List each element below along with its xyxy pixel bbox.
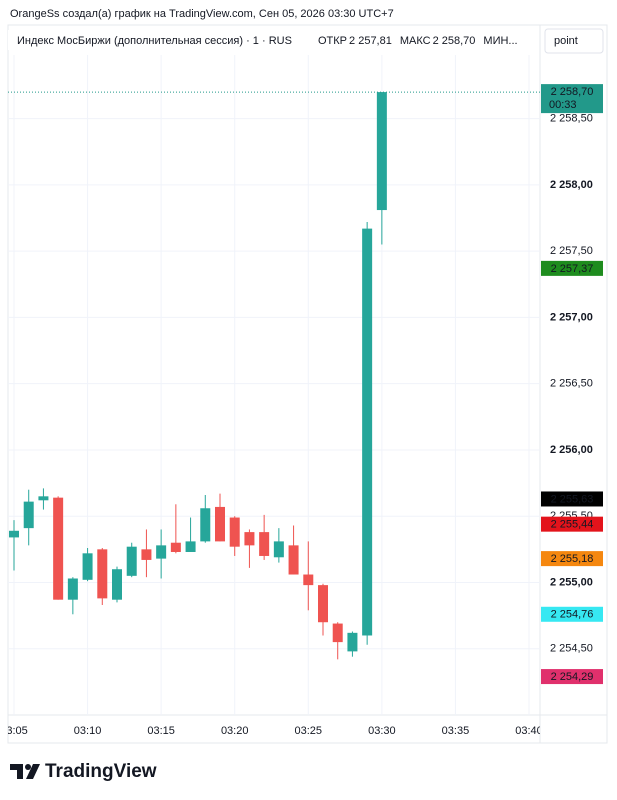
candle-body xyxy=(229,517,240,547)
candle-body xyxy=(376,92,387,211)
legend-name: ОТКР xyxy=(318,35,347,47)
candle-body xyxy=(170,542,181,552)
x-tick-label: 03:30 xyxy=(368,725,396,737)
candle-body xyxy=(244,532,255,546)
x-axis: 03:05 03:10 03:15 03:20 03:25 03:30 03:35 03:40 xyxy=(0,725,543,737)
price-label-box xyxy=(541,606,603,622)
last-price-label: 2 258,70 xyxy=(551,86,594,98)
candle-body xyxy=(303,574,314,586)
candle-body xyxy=(9,530,19,538)
x-tick-label: 03:35 xyxy=(442,725,470,737)
price-label: 2 255,63 xyxy=(551,493,594,505)
candle-body xyxy=(185,541,196,552)
grid xyxy=(8,55,540,715)
y-tick-label: 2 257,50 xyxy=(550,245,593,257)
last-price-time: 00:33 xyxy=(549,99,577,111)
candle-body xyxy=(141,549,152,560)
price-label-box xyxy=(541,260,603,276)
candle-body xyxy=(97,549,108,599)
logo-text: TradingView xyxy=(45,761,157,782)
candle-body xyxy=(215,506,225,542)
y-tick-label: 2 255,00 xyxy=(550,576,593,588)
logo-icon xyxy=(10,764,40,779)
y-axis: 2 254,502 255,002 255,502 256,002 256,50… xyxy=(550,113,593,655)
legend-value: 2 257,81 xyxy=(349,35,392,47)
x-tick-label: 03:20 xyxy=(221,725,249,737)
candle-body xyxy=(23,501,34,529)
price-label: 2 255,18 xyxy=(551,553,594,565)
candle-body xyxy=(347,632,358,652)
x-tick-label: 03:10 xyxy=(74,725,102,737)
legend-name: МИН... xyxy=(483,35,517,47)
price-label-box xyxy=(541,669,603,685)
price-label-box xyxy=(541,491,603,507)
credit: OrangeSs создал(а) график на TradingView… xyxy=(10,8,394,20)
candle-body xyxy=(38,496,49,501)
x-tick-label: 03:25 xyxy=(295,725,323,737)
candle-body xyxy=(82,553,93,580)
price-label: 2 255,44 xyxy=(551,519,594,531)
candle-body xyxy=(112,569,122,600)
y-tick-label: 2 258,50 xyxy=(550,113,593,125)
legend-value: 2 258,70 xyxy=(433,35,476,47)
candle-body xyxy=(362,228,373,636)
x-tick-label: 03:40 xyxy=(515,725,543,737)
point-button-label[interactable]: point xyxy=(554,35,578,47)
legend: ОТКР 2 257,81 МАКС 2 258,70 МИН... xyxy=(318,35,518,47)
candle-body xyxy=(126,546,137,576)
y-tick-label: 2 256,50 xyxy=(550,378,593,390)
y-tick-label: 2 258,00 xyxy=(550,179,593,191)
price-label: 2 254,76 xyxy=(551,609,594,621)
candle-body xyxy=(273,541,284,558)
x-tick-label: 03:15 xyxy=(147,725,175,737)
y-tick-label: 2 256,00 xyxy=(550,444,593,456)
price-label: 2 257,37 xyxy=(551,263,594,275)
candle-body xyxy=(53,497,64,600)
point-button[interactable] xyxy=(544,28,604,54)
legend-name: МАКС xyxy=(400,35,431,47)
candle-body xyxy=(288,545,299,575)
plot xyxy=(8,91,540,660)
candle-body xyxy=(67,578,78,600)
candle-body xyxy=(259,532,270,556)
price-label-box xyxy=(541,516,603,532)
legend-bg xyxy=(8,30,538,50)
x-tick-label: 03:05 xyxy=(0,725,28,737)
y-tick-label: 2 257,00 xyxy=(550,311,593,323)
last-price-box xyxy=(541,84,603,114)
price-label: 2 254,29 xyxy=(551,671,594,683)
candle-body xyxy=(332,623,343,643)
price-label-box xyxy=(541,551,603,567)
y-tick-label: 2 254,50 xyxy=(550,643,593,655)
symbol: Индекс МосБиржи (дополнительная сессия) … xyxy=(17,35,292,47)
candle-body xyxy=(156,545,167,559)
price-labels: 2 257,37 2 255,63 2 255,44 2 255,18 2 254,76… xyxy=(541,84,603,685)
candle-body xyxy=(200,508,211,542)
candle-body xyxy=(318,585,328,623)
